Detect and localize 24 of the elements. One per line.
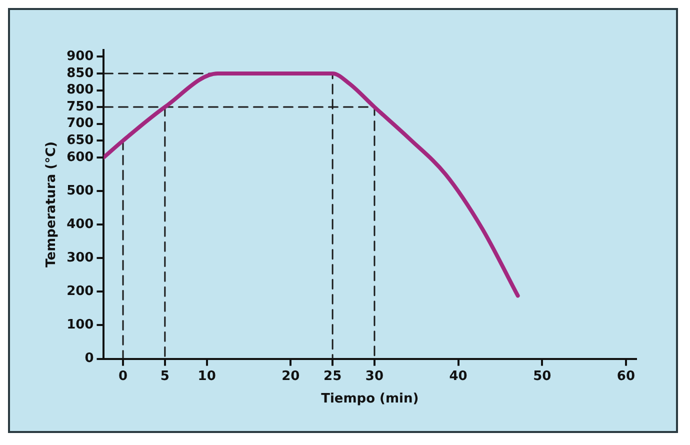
y-tick-label: 100: [66, 318, 94, 333]
y-tick-label: 300: [66, 250, 94, 266]
y-tick-label: 900: [66, 49, 94, 64]
x-tick-label: 50: [533, 368, 552, 384]
x-axis-title: Tiempo (min): [321, 392, 419, 407]
x-tick-label: 20: [282, 368, 300, 384]
y-tick-label: 200: [66, 284, 94, 300]
y-tick-label: 400: [66, 216, 94, 232]
x-tick-label: 30: [365, 368, 384, 384]
y-tick-label: 650: [66, 133, 94, 148]
y-tick-label: 800: [66, 82, 94, 98]
y-axis-title: Temperatura (°C): [44, 141, 60, 268]
x-tick-label: 0: [118, 368, 128, 384]
x-tick-label: 40: [449, 368, 468, 384]
y-tick-label: 850: [66, 66, 94, 81]
x-tick-label: 25: [324, 368, 342, 384]
y-tick-label: 500: [66, 183, 94, 198]
x-tick-label: 10: [198, 368, 216, 384]
x-tick-label: 60: [616, 368, 635, 384]
y-tick-label: 0: [84, 351, 94, 366]
y-tick-label: 700: [66, 116, 94, 132]
x-tick-label: 5: [160, 368, 170, 384]
y-tick-label: 750: [66, 99, 94, 114]
y-tick-label: 600: [66, 150, 94, 165]
